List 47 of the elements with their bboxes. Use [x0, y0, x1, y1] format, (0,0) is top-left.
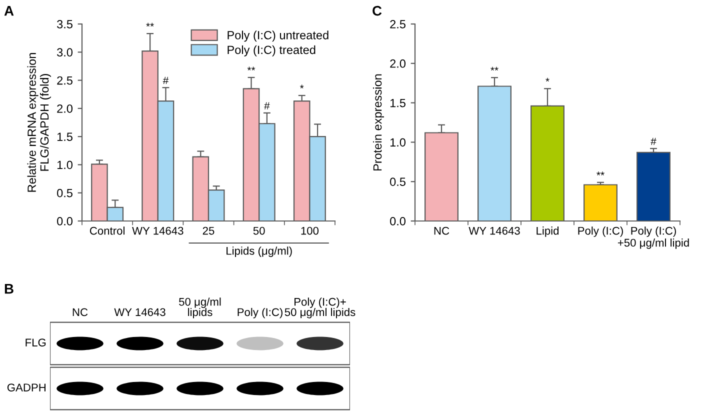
annotation: # [162, 76, 169, 84]
category-label: GADPH [7, 384, 46, 392]
annotation: * [546, 78, 550, 82]
x-tick-label: WY 14643 [132, 226, 184, 235]
category-label: FLG [26, 338, 46, 346]
category-label: 50 μg/ml lipids [179, 298, 221, 318]
category-label: Poly (I:C)+ 50 μg/ml lipids [284, 298, 356, 318]
x-tick-label: Poly (I:C) [578, 226, 623, 237]
annotation: ** [596, 172, 604, 176]
y-tick-label: 1.0 [390, 138, 406, 147]
annotation: ** [146, 22, 154, 27]
y-tick-label: 0.5 [390, 178, 406, 186]
x-tick-label: 100 [301, 226, 319, 235]
category-label: WY 14643 [114, 308, 166, 316]
y-tick-label: 2.0 [57, 104, 73, 113]
text: B [4, 284, 14, 294]
legend-label: Poly (I:C) untreated [228, 30, 328, 42]
annotation: ** [490, 66, 498, 71]
text: Lipids (μg/ml) [226, 246, 292, 257]
y-axis-title: Relative mRNA expression FLG/GAPDH (fold) [27, 53, 51, 192]
annotation: # [264, 102, 270, 110]
category-label: Poly (I:C) [238, 308, 282, 318]
x-tick-label: Control [90, 226, 124, 235]
y-tick-label: 2.5 [57, 76, 72, 85]
y-tick-label: 3.5 [57, 20, 72, 28]
chart-title: A [4, 6, 14, 16]
y-tick-label: 1.0 [57, 160, 73, 170]
y-tick-label: 1.5 [390, 98, 406, 108]
y-tick-label: 0.5 [57, 188, 72, 198]
legend-label: Poly (I:C) treated [228, 45, 316, 56]
annotation: * [300, 84, 304, 88]
x-tick-label: 50 [253, 226, 265, 235]
x-tick-label: 25 [202, 226, 214, 235]
chart-title: C [372, 6, 382, 16]
y-tick-label: 0.0 [390, 217, 406, 226]
y-tick-label: 0.0 [57, 217, 73, 226]
y-axis-title: Protein expression [373, 74, 384, 170]
x-tick-label: Lipid [536, 226, 559, 237]
category-label: NC [72, 308, 88, 316]
annotation: ** [247, 66, 256, 70]
x-tick-label: NC [434, 226, 450, 235]
y-tick-label: 2.0 [390, 59, 406, 68]
y-tick-label: 1.5 [57, 132, 72, 141]
x-tick-label: WY 14643 [468, 226, 520, 235]
annotation: # [650, 138, 656, 145]
y-tick-label: 3.0 [57, 48, 73, 57]
y-tick-label: 2.5 [390, 20, 406, 28]
